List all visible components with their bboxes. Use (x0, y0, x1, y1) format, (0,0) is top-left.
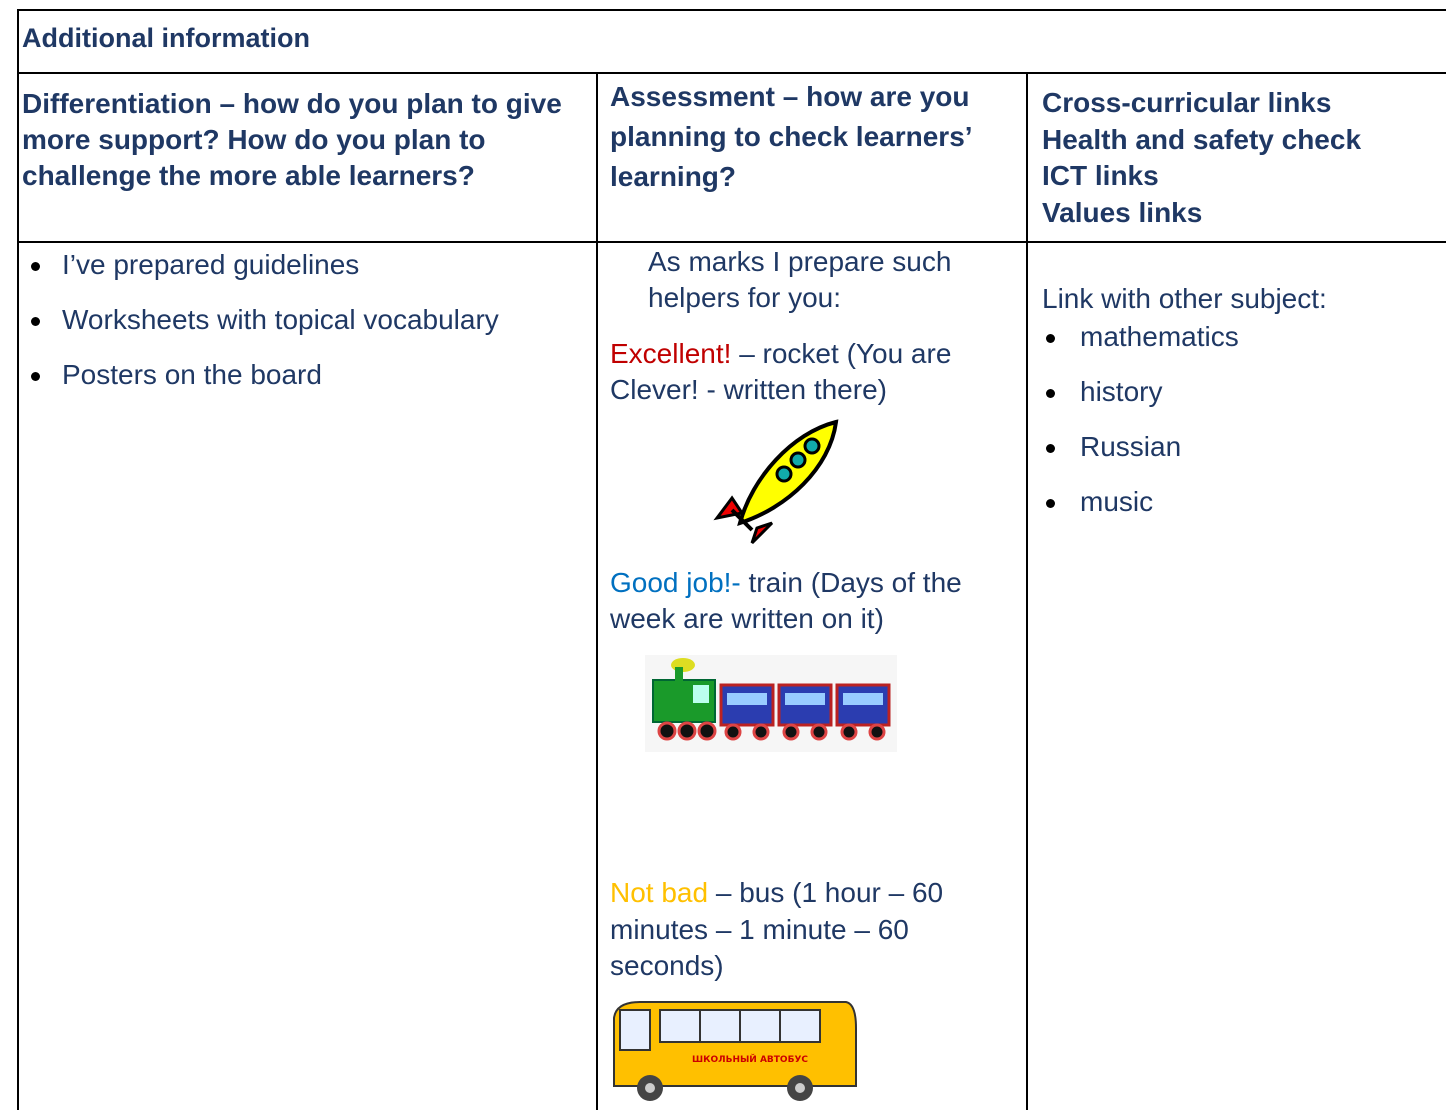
bullet (1046, 499, 1055, 508)
list-item: Worksheets with topical vocabulary (62, 304, 499, 335)
bullet (31, 372, 40, 381)
list-item: Russian (1080, 431, 1182, 462)
list-item: music (1080, 486, 1154, 517)
border (596, 72, 598, 1110)
border (17, 241, 1446, 243)
bullet (31, 262, 40, 271)
heading-line: Health and safety check (1042, 123, 1362, 155)
bullet (1046, 334, 1055, 343)
column-heading: Assessment – how are you planning to che… (610, 81, 972, 192)
title: Additional information (22, 23, 310, 53)
mark-label: Not bad (610, 877, 709, 908)
bullet (1046, 444, 1055, 453)
bullet (1046, 389, 1055, 398)
bullet (31, 317, 40, 326)
mark-text: – bus (1 hour – 60 minutes – 1 minute – … (610, 877, 944, 981)
border (17, 72, 1446, 74)
border (1026, 72, 1028, 1110)
train-image (645, 655, 897, 752)
column-heading: Cross-curricular links Health and safety… (1042, 85, 1442, 231)
mark-label: Good job!- (610, 567, 741, 598)
mark-description: Good job!- train (Days of the week are w… (610, 565, 1015, 637)
heading-line: Cross-curricular links (1042, 87, 1332, 118)
border (17, 9, 19, 1110)
list-item: I’ve prepared guidelines (62, 249, 360, 280)
mark-description: Excellent! – rocket (You are Clever! - w… (610, 336, 1015, 408)
mark-text: – rocket (You are Clever! - written ther… (610, 338, 952, 405)
mark-text: train (Days of the week are written on i… (610, 567, 962, 634)
list-item: history (1080, 376, 1163, 407)
heading-line: ICT links (1042, 160, 1159, 191)
column-heading: Differentiation – how do you plan to giv… (22, 88, 562, 191)
rocket-image (713, 419, 839, 545)
intro: As marks I prepare such helpers for you: (648, 246, 952, 313)
bus-image: ШКОЛЬНЫЙ АВТОБУС (613, 1001, 857, 1101)
heading-line: Values links (1042, 196, 1203, 228)
bus-sign: ШКОЛЬНЫЙ АВТОБУС (692, 1053, 808, 1065)
mark-label: Excellent! (610, 338, 732, 369)
list-item: mathematics (1080, 321, 1239, 352)
list-item: Posters on the board (62, 359, 322, 390)
border (17, 9, 1446, 11)
intro: Link with other subject: (1042, 283, 1327, 314)
mark-description: Not bad – bus (1 hour – 60 minutes – 1 m… (610, 875, 1015, 985)
